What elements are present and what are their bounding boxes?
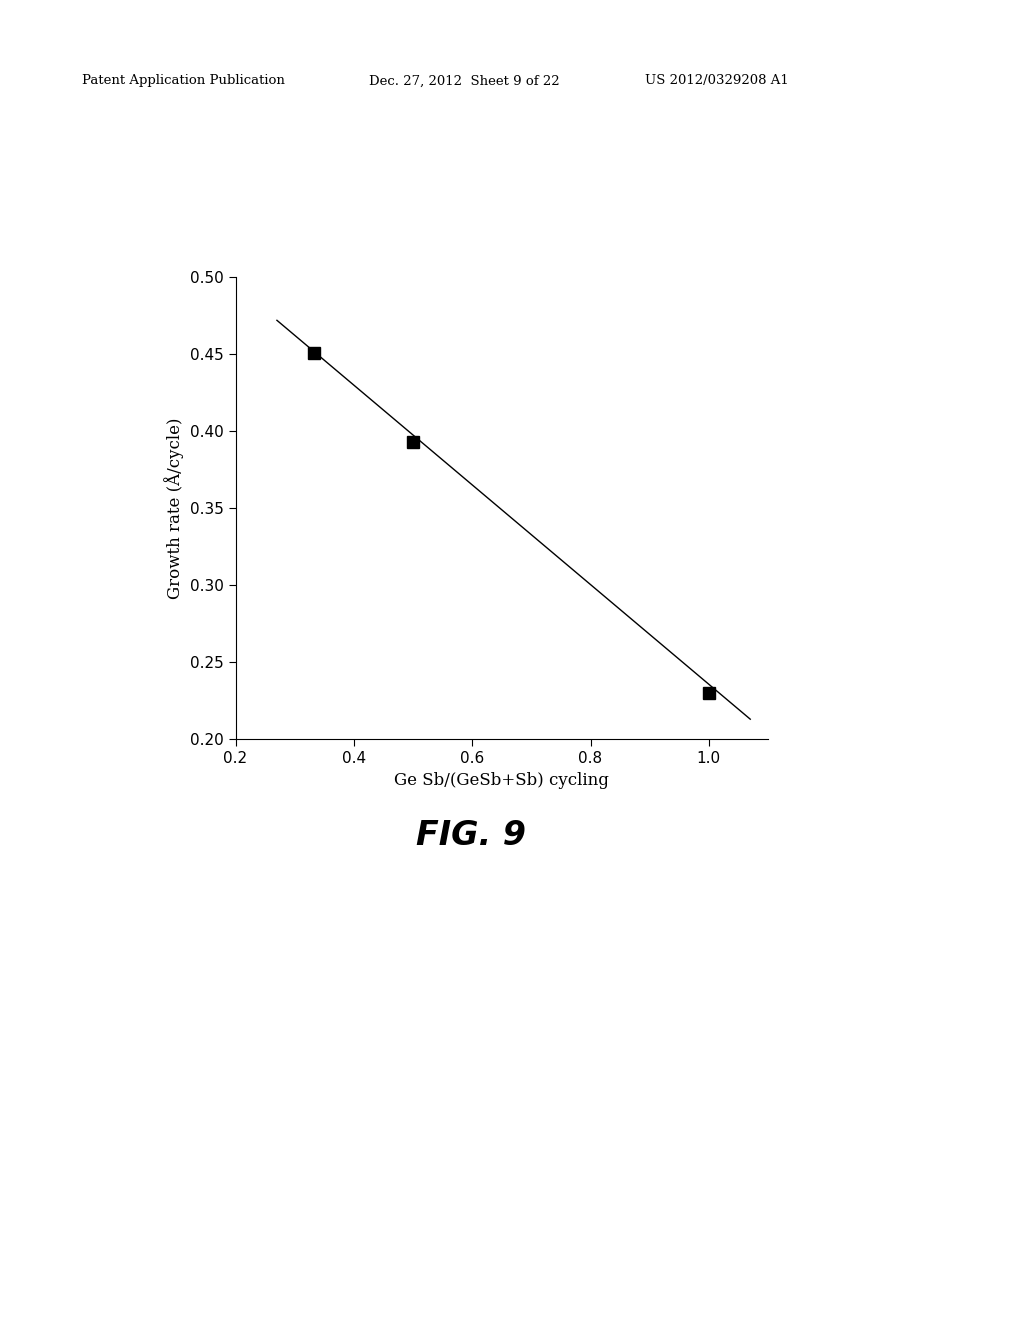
Text: FIG. 9: FIG. 9 <box>416 818 526 851</box>
X-axis label: Ge Sb/(GeSb+Sb) cycling: Ge Sb/(GeSb+Sb) cycling <box>394 772 609 788</box>
Y-axis label: Growth rate (Å/cycle): Growth rate (Å/cycle) <box>165 417 184 599</box>
Text: Dec. 27, 2012  Sheet 9 of 22: Dec. 27, 2012 Sheet 9 of 22 <box>369 74 559 87</box>
Text: Patent Application Publication: Patent Application Publication <box>82 74 285 87</box>
Text: US 2012/0329208 A1: US 2012/0329208 A1 <box>645 74 788 87</box>
